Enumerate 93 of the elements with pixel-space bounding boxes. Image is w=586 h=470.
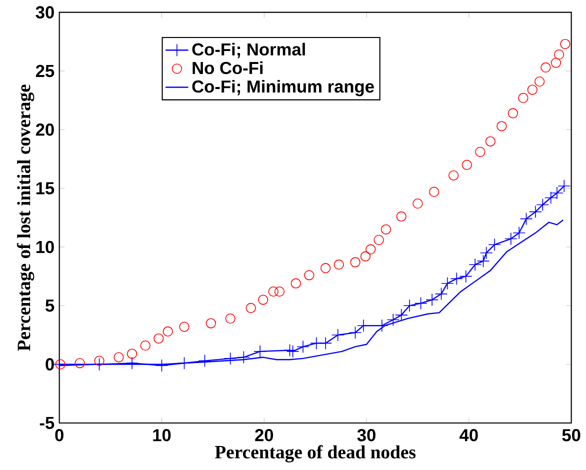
point bbox=[348, 326, 362, 340]
point bbox=[206, 318, 216, 328]
point bbox=[114, 352, 124, 362]
point bbox=[274, 286, 285, 297]
point bbox=[331, 328, 344, 342]
point bbox=[468, 258, 482, 271]
point bbox=[462, 160, 472, 170]
y-tick-label: 5 bbox=[46, 300, 54, 312]
point bbox=[540, 62, 551, 73]
y-tick-label: 0 bbox=[46, 358, 54, 370]
point bbox=[162, 326, 173, 337]
x-tick-label: 40 bbox=[460, 429, 478, 442]
point bbox=[560, 38, 570, 50]
point bbox=[476, 254, 490, 268]
y-tick-label: -5 bbox=[40, 416, 54, 430]
point bbox=[450, 272, 464, 286]
point bbox=[508, 108, 518, 118]
point bbox=[488, 238, 501, 252]
x-tick-label: 20 bbox=[255, 429, 274, 442]
point bbox=[319, 336, 332, 350]
legend-label: Co-Fi; Minimum range bbox=[192, 80, 374, 96]
point bbox=[504, 232, 518, 246]
point bbox=[74, 358, 85, 368]
point bbox=[290, 278, 301, 288]
point bbox=[544, 191, 558, 204]
point bbox=[246, 302, 256, 314]
point bbox=[55, 359, 66, 370]
point bbox=[94, 356, 104, 366]
point bbox=[403, 299, 416, 312]
point bbox=[394, 308, 408, 322]
point bbox=[178, 356, 191, 370]
legend-label: Co-Fi; Normal bbox=[192, 42, 305, 58]
point bbox=[380, 224, 392, 234]
point bbox=[558, 180, 571, 192]
point bbox=[529, 205, 542, 218]
x-tick-label: 50 bbox=[562, 429, 580, 442]
point bbox=[366, 244, 376, 254]
point bbox=[534, 76, 545, 87]
point bbox=[396, 211, 406, 222]
point bbox=[518, 92, 528, 104]
point bbox=[374, 234, 384, 246]
point bbox=[258, 294, 268, 305]
point bbox=[441, 276, 454, 290]
point bbox=[426, 293, 438, 306]
y-tick-label: 30 bbox=[36, 6, 54, 18]
point bbox=[360, 251, 371, 262]
point bbox=[179, 322, 190, 332]
point bbox=[550, 58, 562, 68]
point bbox=[550, 186, 564, 200]
point bbox=[283, 344, 296, 357]
point bbox=[448, 170, 459, 180]
point bbox=[154, 333, 164, 344]
point bbox=[459, 270, 472, 283]
x-tick-label: 0 bbox=[55, 429, 64, 442]
point bbox=[224, 352, 237, 365]
point bbox=[334, 260, 344, 270]
point bbox=[485, 136, 496, 146]
x-tick-label: 30 bbox=[357, 429, 376, 442]
point bbox=[496, 121, 507, 132]
point bbox=[126, 348, 138, 359]
y-tick-label: 25 bbox=[36, 64, 54, 78]
point bbox=[304, 270, 314, 280]
point bbox=[412, 198, 423, 209]
point bbox=[320, 263, 331, 274]
point bbox=[225, 313, 236, 324]
point bbox=[475, 146, 486, 158]
point bbox=[554, 50, 564, 60]
point bbox=[140, 340, 150, 351]
legend-label: No Co-Fi bbox=[192, 61, 263, 74]
point bbox=[350, 257, 360, 268]
point bbox=[386, 313, 400, 326]
y-tick-label: 20 bbox=[36, 124, 54, 136]
point bbox=[434, 288, 448, 300]
point bbox=[296, 340, 310, 354]
point bbox=[237, 350, 250, 364]
y-axis-title: Percentage of lost initial coverage bbox=[16, 84, 34, 351]
point bbox=[480, 246, 493, 260]
x-tick-label: 10 bbox=[153, 429, 171, 442]
point bbox=[527, 84, 538, 95]
point bbox=[429, 186, 440, 197]
point bbox=[198, 354, 212, 368]
y-tick-label: 10 bbox=[36, 240, 54, 254]
point bbox=[512, 226, 526, 240]
point bbox=[286, 345, 300, 358]
point bbox=[268, 286, 278, 297]
x-axis-title: Percentage of dead nodes bbox=[214, 445, 416, 462]
point bbox=[536, 198, 550, 212]
point bbox=[155, 359, 168, 372]
point bbox=[520, 212, 533, 226]
y-tick-label: 15 bbox=[36, 182, 54, 194]
point bbox=[414, 296, 428, 310]
point bbox=[92, 358, 106, 371]
point bbox=[254, 345, 266, 358]
